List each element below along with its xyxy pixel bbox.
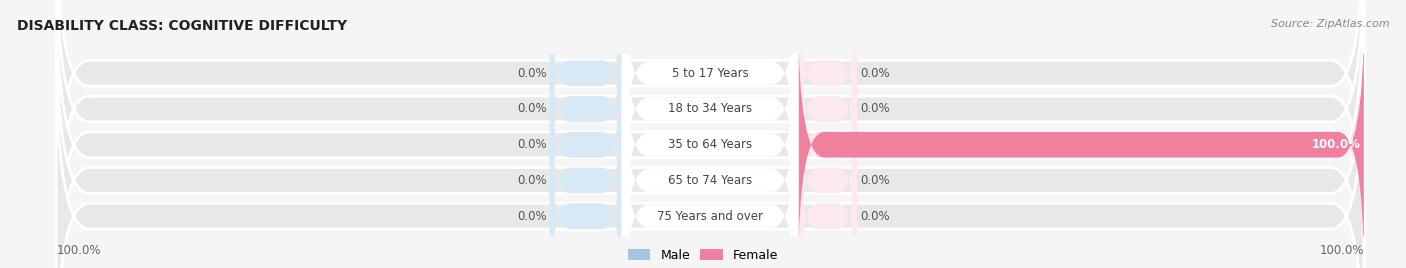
FancyBboxPatch shape xyxy=(550,0,621,168)
Text: 0.0%: 0.0% xyxy=(517,67,547,80)
FancyBboxPatch shape xyxy=(550,86,621,268)
FancyBboxPatch shape xyxy=(799,86,858,268)
Text: 100.0%: 100.0% xyxy=(56,244,101,257)
FancyBboxPatch shape xyxy=(56,15,1364,268)
FancyBboxPatch shape xyxy=(621,0,799,241)
FancyBboxPatch shape xyxy=(550,15,621,203)
Legend: Male, Female: Male, Female xyxy=(628,249,778,262)
Text: 0.0%: 0.0% xyxy=(517,138,547,151)
Text: 35 to 64 Years: 35 to 64 Years xyxy=(668,138,752,151)
Text: 0.0%: 0.0% xyxy=(860,67,890,80)
FancyBboxPatch shape xyxy=(550,50,621,239)
Text: 0.0%: 0.0% xyxy=(517,102,547,116)
FancyBboxPatch shape xyxy=(799,0,858,168)
FancyBboxPatch shape xyxy=(799,15,858,203)
FancyBboxPatch shape xyxy=(56,0,1364,239)
FancyBboxPatch shape xyxy=(56,50,1364,268)
Text: 18 to 34 Years: 18 to 34 Years xyxy=(668,102,752,116)
Text: 0.0%: 0.0% xyxy=(860,102,890,116)
FancyBboxPatch shape xyxy=(56,0,1364,268)
FancyBboxPatch shape xyxy=(550,122,621,268)
Text: 0.0%: 0.0% xyxy=(517,174,547,187)
FancyBboxPatch shape xyxy=(56,0,1364,268)
FancyBboxPatch shape xyxy=(799,122,858,268)
Text: 100.0%: 100.0% xyxy=(1312,138,1361,151)
Text: 0.0%: 0.0% xyxy=(517,210,547,223)
FancyBboxPatch shape xyxy=(621,0,799,205)
Text: Source: ZipAtlas.com: Source: ZipAtlas.com xyxy=(1271,19,1389,29)
Text: 0.0%: 0.0% xyxy=(860,210,890,223)
FancyBboxPatch shape xyxy=(799,15,1364,268)
FancyBboxPatch shape xyxy=(621,49,799,268)
FancyBboxPatch shape xyxy=(799,50,858,239)
Text: DISABILITY CLASS: COGNITIVE DIFFICULTY: DISABILITY CLASS: COGNITIVE DIFFICULTY xyxy=(17,19,347,33)
Text: 100.0%: 100.0% xyxy=(1319,244,1364,257)
Text: 65 to 74 Years: 65 to 74 Years xyxy=(668,174,752,187)
Text: 0.0%: 0.0% xyxy=(860,174,890,187)
FancyBboxPatch shape xyxy=(621,13,799,268)
Text: 5 to 17 Years: 5 to 17 Years xyxy=(672,67,748,80)
FancyBboxPatch shape xyxy=(621,85,799,268)
Text: 75 Years and over: 75 Years and over xyxy=(657,210,763,223)
